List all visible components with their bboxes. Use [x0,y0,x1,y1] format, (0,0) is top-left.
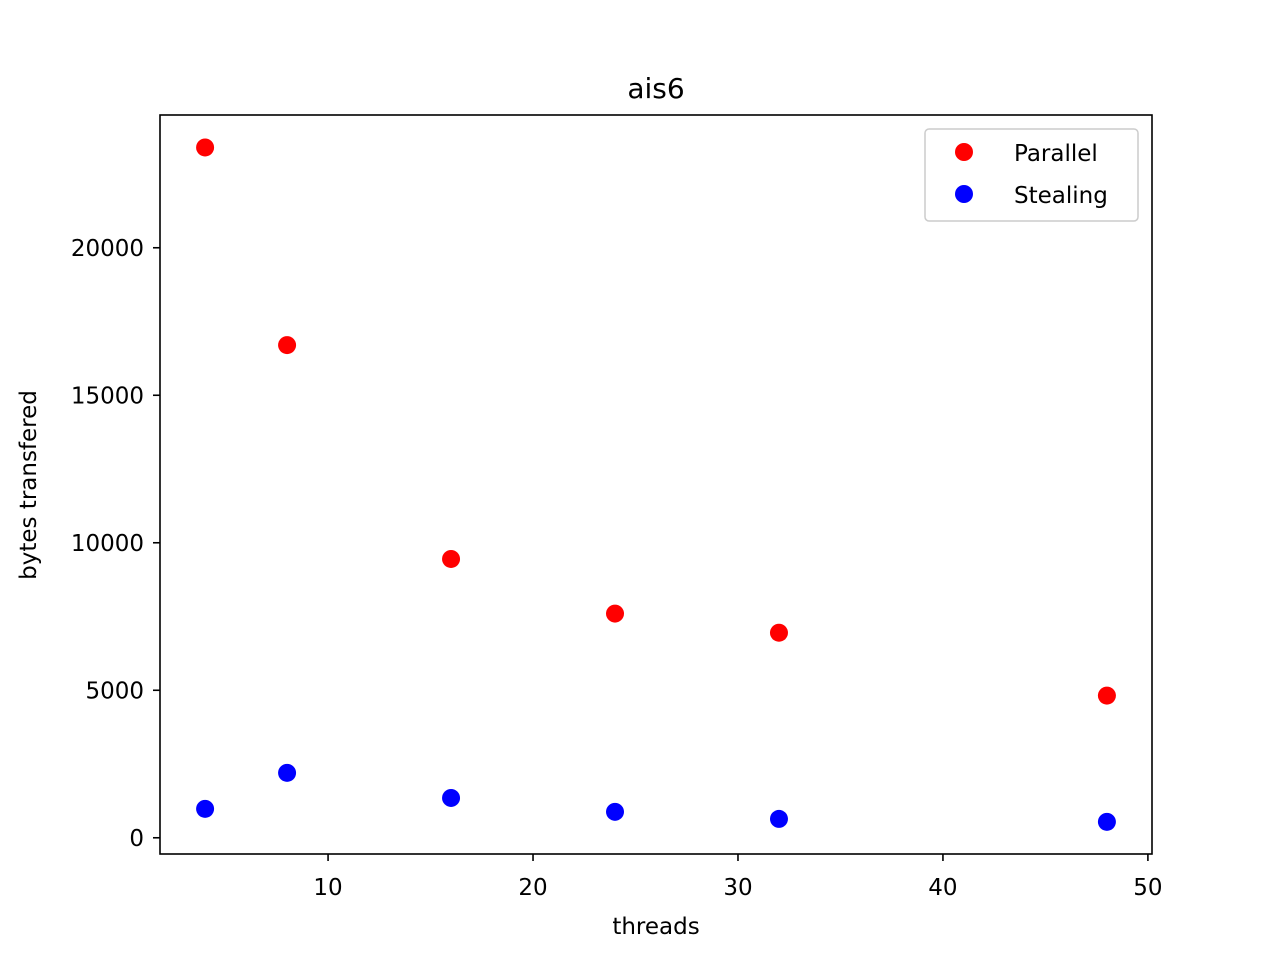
chart-title: ais6 [627,72,684,105]
y-axis-label: bytes transfered [16,390,42,580]
x-tick-label: 50 [1133,875,1162,901]
legend-label-parallel: Parallel [1014,141,1098,167]
x-tick-label: 20 [518,875,547,901]
point-parallel [196,138,215,157]
x-tick-label: 30 [723,875,752,901]
y-tick-label: 10000 [71,531,144,557]
point-stealing [278,763,297,782]
point-parallel [278,336,297,355]
plot-frame [159,114,1153,855]
point-stealing [769,809,788,828]
legend-marker-parallel [955,143,973,161]
legend: Parallel Stealing [924,128,1139,222]
x-axis: 10 20 30 40 50 [313,854,1163,901]
y-tick-label: 15000 [71,383,144,409]
legend-marker-stealing [955,185,973,203]
y-tick-label: 0 [129,826,144,852]
y-axis: 0 5000 10000 15000 20000 [71,236,160,852]
point-parallel [442,549,461,568]
x-tick-label: 40 [928,875,957,901]
plot-area [196,138,1116,831]
point-parallel [769,623,788,642]
point-stealing [606,802,625,821]
x-axis-label: threads [612,914,699,940]
legend-box [924,128,1139,222]
point-parallel [1097,686,1116,705]
y-tick-label: 20000 [71,236,144,262]
point-stealing [1097,812,1116,831]
point-stealing [442,788,461,807]
x-tick-label: 10 [313,875,342,901]
y-tick-label: 5000 [85,678,144,704]
legend-label-stealing: Stealing [1014,183,1108,209]
point-stealing [196,799,215,818]
point-parallel [606,604,625,623]
